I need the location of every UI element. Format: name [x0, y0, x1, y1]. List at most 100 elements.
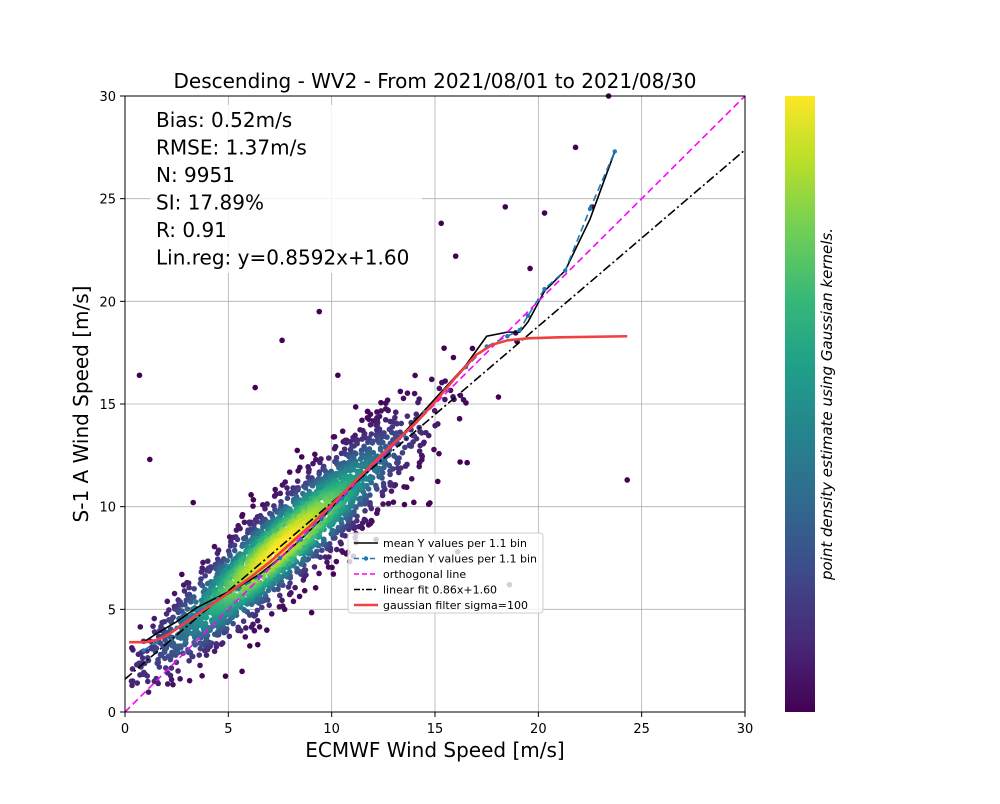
scatter-point	[361, 516, 368, 523]
scatter-point	[182, 601, 188, 608]
scatter-point	[431, 407, 438, 414]
scatter-point	[325, 455, 332, 461]
scatter-point	[333, 558, 340, 565]
scatter-point	[197, 662, 203, 669]
scatter-point	[234, 536, 241, 543]
stat-si: SI: 17.89%	[156, 191, 264, 215]
scatter-point	[288, 589, 294, 596]
scatter-point	[198, 597, 205, 604]
scatter-point	[198, 569, 205, 575]
scatter-point	[415, 399, 421, 406]
scatter-point	[416, 448, 423, 454]
scatter-point	[266, 602, 272, 608]
scatter-point	[242, 634, 249, 640]
scatter-point	[179, 571, 185, 578]
scatter-point	[235, 624, 241, 631]
scatter-point	[186, 584, 192, 591]
scatter-point	[170, 640, 177, 647]
scatter-point	[421, 439, 427, 446]
scatter-point	[284, 495, 291, 502]
series-line-4	[129, 334, 628, 644]
scatter-point	[413, 411, 420, 417]
scatter-point	[141, 660, 148, 667]
scatter-point	[137, 624, 144, 630]
scatter-point	[331, 433, 338, 440]
scatter-point-outlier	[502, 204, 509, 210]
scatter-point	[367, 421, 374, 428]
scatter-point	[241, 519, 248, 526]
scatter-point	[376, 473, 382, 480]
scatter-point	[412, 372, 418, 379]
scatter-point	[464, 459, 470, 466]
scatter-point	[393, 460, 400, 466]
scatter-point	[244, 530, 251, 536]
scatter-point	[408, 476, 415, 482]
scatter-point	[395, 469, 402, 476]
scatter-point-outlier	[252, 384, 258, 391]
x-tick-label: 10	[323, 722, 340, 737]
scatter-point	[321, 536, 327, 543]
scatter-point	[286, 469, 293, 475]
scatter-point	[416, 459, 423, 466]
scatter-point	[197, 640, 203, 646]
scatter-point	[495, 394, 502, 400]
scatter-point	[331, 445, 338, 452]
scatter-point	[377, 447, 384, 453]
scatter-point	[175, 668, 181, 674]
scatter-point	[385, 500, 392, 507]
scatter-point	[184, 606, 191, 612]
legend-label-3: linear fit 0.86x+1.60	[383, 584, 497, 597]
scatter-point	[347, 446, 354, 453]
scatter-point	[231, 547, 238, 554]
scatter-point	[333, 546, 340, 553]
scatter-point	[387, 468, 393, 474]
scatter-point	[279, 597, 285, 604]
scatter-point	[205, 558, 211, 564]
scatter-point	[398, 420, 405, 427]
scatter-point	[202, 572, 209, 579]
scatter-point	[294, 478, 301, 484]
scatter-point-outlier	[279, 337, 285, 344]
scatter-point	[181, 588, 188, 594]
scatter-point	[337, 539, 344, 545]
scatter-point	[271, 493, 278, 499]
scatter-point	[442, 396, 448, 403]
x-tick-label: 0	[121, 722, 129, 737]
scatter-point	[239, 668, 245, 675]
scatter-point	[186, 677, 193, 684]
scatter-point	[431, 446, 437, 453]
scatter-point	[368, 431, 375, 437]
scatter-point	[211, 543, 218, 550]
scatter-point	[177, 676, 183, 682]
scatter-point	[232, 555, 239, 562]
scatter-point-outlier	[190, 499, 196, 506]
scatter-point	[168, 665, 175, 671]
scatter-point	[296, 593, 303, 600]
scatter-point	[394, 465, 401, 471]
stats-box-bg	[150, 105, 422, 273]
scatter-point	[313, 548, 320, 555]
y-tick-label: 25	[99, 193, 116, 208]
scatter-point	[347, 500, 354, 507]
scatter-point	[387, 479, 393, 486]
scatter-point	[309, 482, 316, 489]
stat-r: R: 0.91	[156, 218, 227, 242]
scatter-point	[357, 456, 364, 462]
scatter-point	[385, 407, 391, 414]
scatter-point	[367, 492, 373, 498]
scatter-point	[191, 585, 197, 592]
scatter-point	[339, 428, 346, 435]
x-tick-label: 25	[633, 722, 650, 737]
stats-box: Bias: 0.52m/s RMSE: 1.37m/s N: 9951 SI: 17.…	[150, 105, 422, 273]
scatter-point	[155, 656, 161, 663]
scatter-point	[277, 490, 284, 497]
median-marker	[525, 313, 531, 318]
scatter-point	[305, 469, 312, 475]
scatter-point	[341, 446, 348, 452]
scatter-point	[197, 645, 204, 652]
scatter-point	[145, 689, 152, 695]
scatter-point	[418, 452, 425, 459]
scatter-point	[382, 416, 389, 423]
scatter-point	[237, 525, 243, 532]
scatter-point	[150, 623, 156, 629]
